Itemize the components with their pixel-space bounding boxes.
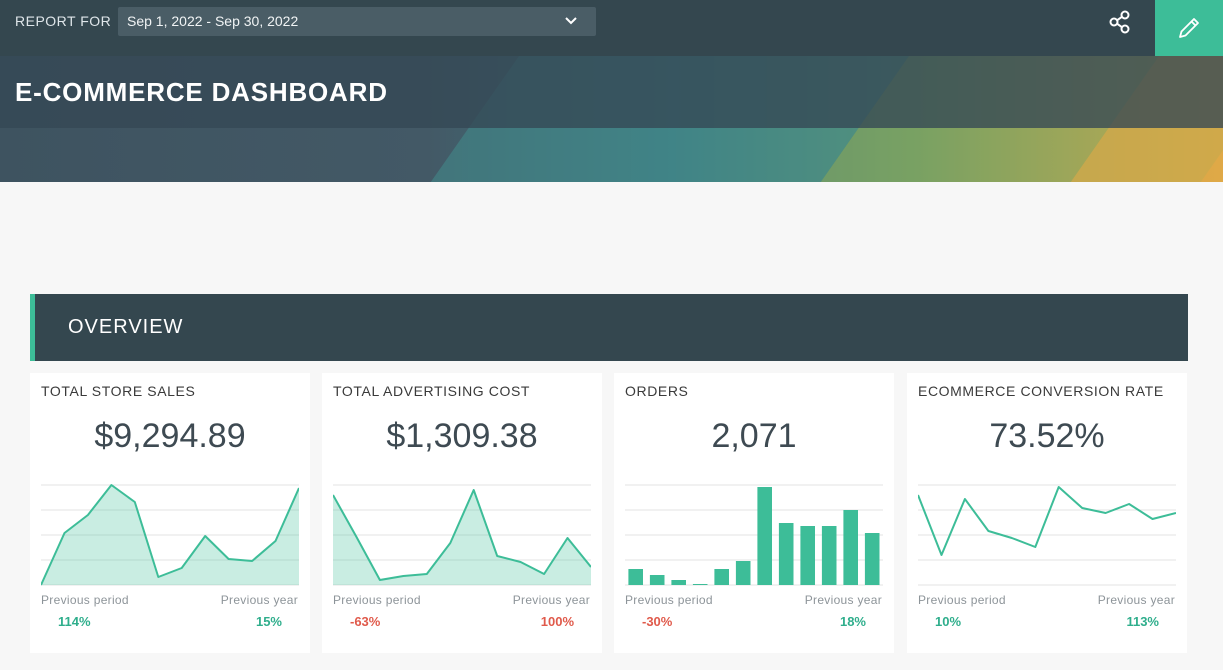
chart-bar [778, 523, 794, 585]
chart-bar [757, 487, 772, 585]
chevron-down-icon [565, 17, 577, 25]
card-title: TOTAL ADVERTISING COST [333, 383, 531, 399]
chart-bar [864, 533, 880, 585]
kpi-card-orders[interactable]: ORDERS 2,071 Previous period Previous ye… [614, 373, 894, 653]
previous-period-label: Previous period [41, 593, 129, 607]
chart-bar [714, 569, 729, 585]
previous-period-value: 10% [935, 614, 962, 629]
previous-year-value: 15% [255, 614, 282, 629]
chart-series-line [918, 486, 1176, 556]
chart-bar [800, 526, 815, 585]
kpi-card-total-advertising-cost[interactable]: TOTAL ADVERTISING COST $1,309.38 Previou… [322, 373, 602, 653]
card-value: 2,071 [711, 417, 797, 455]
previous-period-label: Previous period [333, 593, 421, 607]
card-title: TOTAL STORE SALES [41, 383, 196, 399]
previous-period-label: Previous period [918, 593, 1006, 607]
dashboard-title: E-COMMERCE DASHBOARD [15, 77, 388, 107]
sparkline-chart [625, 484, 883, 586]
section-title: OVERVIEW [68, 316, 184, 338]
kpi-card-total-store-sales[interactable]: TOTAL STORE SALES $9,294.89 Previous per… [30, 373, 310, 653]
chart-bar [843, 510, 858, 585]
date-range-dropdown[interactable]: Sep 1, 2022 - Sep 30, 2022 [118, 7, 596, 36]
date-range-value: Sep 1, 2022 - Sep 30, 2022 [127, 13, 299, 29]
previous-period-value: -63% [350, 614, 381, 629]
kpi-card-ecommerce-conversion-rate[interactable]: ECOMMERCE CONVERSION RATE 73.52% Previou… [907, 373, 1187, 653]
share-icon [1109, 10, 1130, 34]
card-value: 73.52% [989, 417, 1105, 455]
chart-bar [735, 561, 751, 585]
edit-button[interactable] [1155, 0, 1223, 56]
card-title: ECOMMERCE CONVERSION RATE [918, 383, 1164, 399]
previous-year-label: Previous year [1097, 593, 1175, 607]
top-bar: REPORT FOR Sep 1, 2022 - Sep 30, 2022 [0, 0, 1223, 56]
card-value: $1,309.38 [386, 417, 538, 455]
previous-year-value: 113% [1126, 614, 1159, 629]
card-title: ORDERS [625, 383, 689, 399]
previous-period-label: Previous period [625, 593, 713, 607]
previous-year-label: Previous year [804, 593, 882, 607]
previous-year-value: 100% [540, 614, 574, 629]
share-button[interactable] [1100, 6, 1140, 38]
previous-period-value: 114% [58, 614, 91, 629]
chart-bar [628, 569, 643, 585]
report-for-label: REPORT FOR [15, 13, 112, 29]
previous-year-value: 18% [839, 614, 866, 629]
chart-series-line [41, 484, 299, 586]
section-header-overview: OVERVIEW [30, 294, 1188, 361]
card-value: $9,294.89 [94, 417, 246, 455]
previous-year-label: Previous year [512, 593, 590, 607]
previous-period-value: -30% [642, 614, 673, 629]
chart-bar [671, 580, 686, 585]
chart-series-line [333, 489, 591, 581]
sparkline-chart [41, 484, 299, 586]
chart-bar [649, 575, 665, 585]
sparkline-chart [333, 484, 591, 586]
previous-year-label: Previous year [220, 593, 298, 607]
chart-area-fill [333, 490, 591, 585]
pencil-icon [1179, 18, 1199, 38]
chart-bar [692, 584, 708, 585]
sparkline-chart [918, 484, 1176, 586]
chart-bar [821, 526, 837, 585]
